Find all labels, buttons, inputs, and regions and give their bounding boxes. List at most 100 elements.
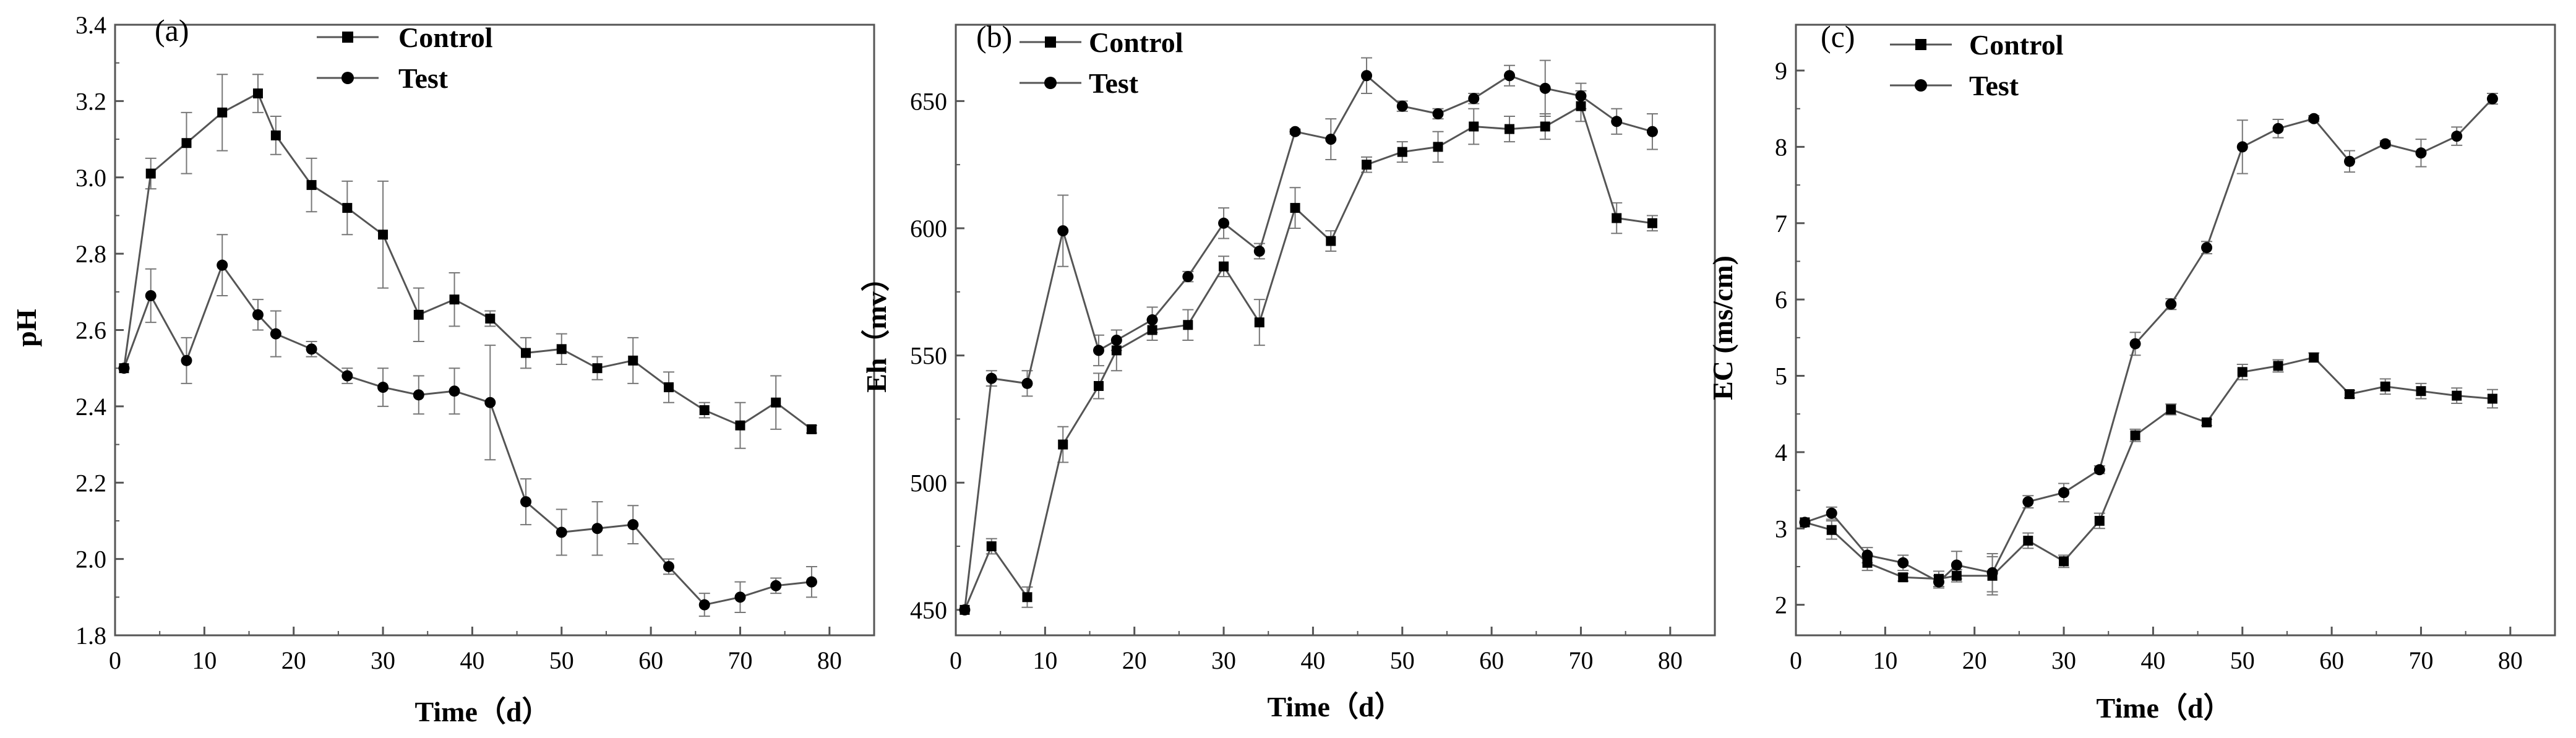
data-point-test	[2236, 141, 2248, 153]
legend-marker-test	[1915, 79, 1927, 92]
plot-frame	[114, 24, 875, 637]
legend-label-test: Test	[1969, 70, 2019, 101]
data-point-control	[1022, 592, 1033, 603]
x-tick-label: 50	[549, 646, 574, 674]
panel-c-ec-chart: 0 10 20 30 40 50 60 70 80 2 3 4 5 6 7 8 9 (c) Time（d） EC…	[1707, 19, 2556, 724]
data-point-control	[252, 88, 263, 99]
data-point-test	[1575, 90, 1587, 102]
data-point-test	[1861, 549, 1873, 561]
error-bars	[985, 57, 1658, 608]
data-point-test	[270, 328, 281, 340]
data-point-control	[2023, 536, 2033, 546]
data-point-test	[1468, 93, 1480, 105]
y-axis-title: pH	[11, 309, 42, 347]
data-point-control	[806, 424, 817, 434]
data-point-test	[2201, 242, 2213, 254]
data-point-control	[145, 168, 156, 179]
data-point-test	[2165, 298, 2177, 310]
data-point-test	[2093, 464, 2105, 476]
panel-a-ph-chart: 0 10 20 30 40 50 60 70 80 1.8 2.0 2.2 2.4 2.6 2.8 3.0 3.…	[11, 11, 875, 727]
data-point-control	[1576, 101, 1586, 111]
data-point-control	[342, 203, 353, 213]
data-point-test	[1110, 334, 1122, 346]
legend-marker-test	[1044, 77, 1057, 89]
plot-frame	[955, 24, 1716, 637]
series-line-control	[964, 105, 1653, 611]
x-tick-label: 80	[2498, 646, 2523, 674]
data-point-test	[217, 259, 228, 271]
data-point-control	[1093, 380, 1104, 391]
y-tick-label: 650	[910, 87, 947, 115]
data-point-control	[1290, 203, 1300, 213]
x-tick-label: 10	[192, 646, 217, 674]
data-point-control	[2344, 389, 2355, 400]
x-tick-label: 60	[2319, 646, 2344, 674]
x-tick-label: 30	[371, 646, 395, 674]
data-point-test	[2129, 338, 2141, 350]
data-point-control	[449, 294, 460, 305]
legend-marker-test	[341, 72, 354, 84]
y-tick-label: 1.8	[75, 622, 106, 650]
data-point-test	[1057, 225, 1069, 237]
y-tick-label: 8	[1775, 133, 1787, 161]
data-point-test	[1325, 134, 1337, 145]
data-point-control	[2059, 556, 2069, 567]
data-point-test	[734, 591, 746, 603]
data-point-test	[377, 382, 389, 393]
series-markers	[1799, 93, 2498, 588]
data-point-test	[145, 290, 157, 301]
data-point-control	[413, 309, 424, 320]
data-point-control	[1504, 124, 1514, 134]
data-point-test	[1253, 246, 1265, 257]
y-tick-label: 3	[1775, 515, 1787, 543]
data-point-test	[341, 370, 353, 382]
data-point-test	[1361, 70, 1373, 82]
data-point-test	[118, 363, 130, 374]
data-point-control	[1362, 160, 1372, 170]
data-point-control	[1254, 317, 1264, 328]
data-point-control	[1397, 147, 1407, 157]
data-point-test	[1951, 559, 1962, 571]
x-tick-label: 0	[950, 646, 962, 674]
legend-marker-control	[342, 32, 353, 43]
data-point-control	[1862, 557, 1873, 568]
data-point-test	[805, 576, 817, 588]
data-point-test	[1396, 100, 1408, 112]
series-markers	[959, 70, 1658, 616]
data-point-control	[1612, 213, 1622, 223]
data-point-test	[2379, 138, 2391, 150]
data-point-control	[2452, 390, 2462, 401]
legend-label-test: Test	[1089, 67, 1139, 99]
data-point-test	[449, 385, 460, 397]
data-point-test	[2415, 147, 2427, 159]
x-tick-label: 80	[1658, 646, 1683, 674]
data-point-control	[771, 397, 781, 408]
y-tick-label: 2.6	[75, 317, 106, 345]
data-point-control	[1219, 261, 1229, 272]
data-point-test	[2022, 496, 2034, 508]
x-tick-label: 60	[638, 646, 663, 674]
data-point-test	[1799, 517, 1811, 528]
data-point-test	[663, 560, 674, 572]
legend: Control Test	[1020, 27, 1183, 99]
data-point-control	[592, 363, 603, 374]
data-point-test	[1432, 108, 1444, 119]
plot-frame	[1795, 24, 2556, 637]
data-point-control	[2380, 381, 2390, 392]
series-lines	[963, 74, 1653, 611]
data-point-control	[2487, 393, 2497, 404]
data-point-control	[2309, 352, 2319, 363]
data-point-control	[306, 180, 317, 191]
x-tick-label: 60	[1479, 646, 1504, 674]
legend-label-control: Control	[1969, 29, 2064, 61]
axis-ticks: 0 10 20 30 40 50 60 70 80 2 3 4 5 6 7 8 9	[1775, 57, 2523, 674]
data-point-control	[556, 344, 567, 354]
y-tick-label: 450	[910, 596, 947, 624]
data-point-test	[1611, 116, 1623, 127]
data-point-test	[2308, 113, 2320, 124]
axis-ticks: 0 10 20 30 40 50 60 70 80 450 500 550 600 650	[910, 87, 1683, 674]
y-tick-label: 2.4	[75, 393, 106, 421]
data-point-control	[1540, 121, 1550, 132]
data-point-control	[270, 130, 281, 140]
data-point-test	[2058, 487, 2070, 499]
